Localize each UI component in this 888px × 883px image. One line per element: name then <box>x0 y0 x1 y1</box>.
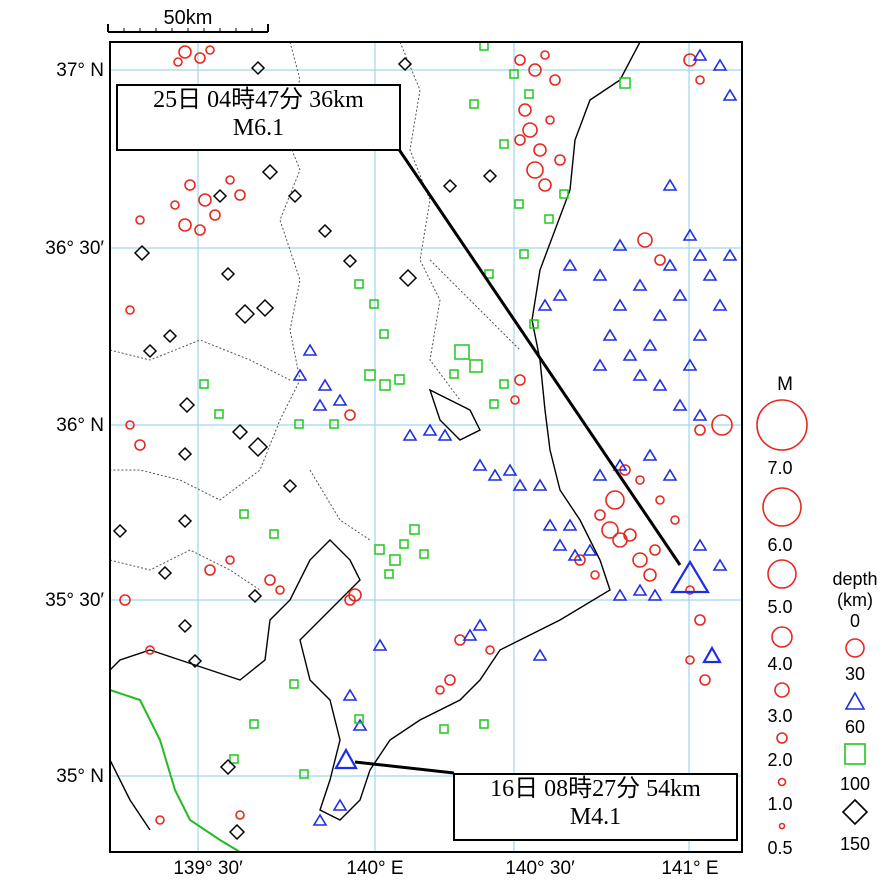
hypocenters-deep <box>199 41 631 779</box>
magnitude-value: 7.0 <box>767 458 792 478</box>
depth-value: 100 <box>840 774 870 794</box>
lon-label: 140° E <box>346 858 403 879</box>
scale-bar: 50km <box>107 7 269 33</box>
depth-value: 60 <box>845 717 865 737</box>
magnitude-symbol <box>771 626 793 648</box>
magnitude-symbol <box>767 559 797 589</box>
callout-event-info: 25日 04時47分 36km <box>153 87 364 113</box>
scale-bar-label: 50km <box>164 7 213 29</box>
magnitude-symbol <box>774 682 790 698</box>
magnitude-symbol <box>756 399 808 451</box>
callout-magnitude: M6.1 <box>232 115 285 141</box>
depth-symbol-circle <box>845 638 865 658</box>
hypocenters-mid-large <box>334 559 722 770</box>
lon-label: 140° 30′ <box>505 858 575 879</box>
magnitude-legend-title: M <box>777 374 793 395</box>
prefecture-boundary-green <box>109 689 241 853</box>
callout-m41: 16日 08時27分 54km M4.1 <box>453 773 738 841</box>
lon-label: 139° 30′ <box>173 858 243 879</box>
callout-magnitude: M4.1 <box>569 804 622 830</box>
magnitude-value: 3.0 <box>767 706 792 726</box>
magnitude-symbol <box>777 777 787 787</box>
hypocenters-mid <box>292 48 738 826</box>
magnitude-legend: M 7.0 6.0 5.0 4.0 3.0 2.0 1.0 0.5 <box>756 374 808 858</box>
depth-value: 0 <box>850 611 860 631</box>
magnitude-value: 2.0 <box>767 750 792 770</box>
depth-symbol-triangle <box>844 691 866 710</box>
magnitude-value: 4.0 <box>767 654 792 674</box>
coastline <box>109 41 641 831</box>
magnitude-value: 5.0 <box>767 597 792 617</box>
map-area <box>110 42 742 852</box>
lat-label: 37° N <box>56 60 104 81</box>
map-frame <box>109 41 743 853</box>
depth-value: 150 <box>840 834 870 854</box>
m41-event-marker <box>334 747 358 770</box>
callout-leaders <box>354 147 682 775</box>
hypocenters-shallow <box>119 45 733 825</box>
hypocenters-deepest <box>112 56 498 841</box>
lat-label: 36° N <box>56 415 104 436</box>
depth-legend-title: depth <box>832 569 877 589</box>
depth-legend: depth (km) 0 30 60 100 150 <box>832 569 877 854</box>
magnitude-value: 0.5 <box>767 838 792 858</box>
magnitude-symbol <box>778 822 786 830</box>
lon-label: 141° E <box>661 858 718 879</box>
callout-m61: 25日 04時47分 36km M6.1 <box>116 84 401 151</box>
lat-label: 36° 30′ <box>45 238 104 259</box>
depth-symbol-square <box>844 743 866 765</box>
magnitude-symbol <box>776 732 788 744</box>
m61-event-marker <box>670 559 710 594</box>
callout-event-info: 16日 08時27分 54km <box>490 776 701 802</box>
latitude-labels: 37° N 36° 30′ 36° N 35° 30′ 35° N <box>45 60 104 787</box>
magnitude-symbol <box>762 487 802 527</box>
depth-symbol-diamond <box>841 798 869 826</box>
lat-label: 35° 30′ <box>45 590 104 611</box>
depth-value: 30 <box>845 664 865 684</box>
longitude-labels: 139° 30′ 140° E 140° 30′ 141° E <box>173 858 718 879</box>
magnitude-value: 6.0 <box>767 535 792 555</box>
magnitude-value: 1.0 <box>767 794 792 814</box>
depth-legend-unit: (km) <box>837 590 873 610</box>
lat-label: 35° N <box>56 766 104 787</box>
